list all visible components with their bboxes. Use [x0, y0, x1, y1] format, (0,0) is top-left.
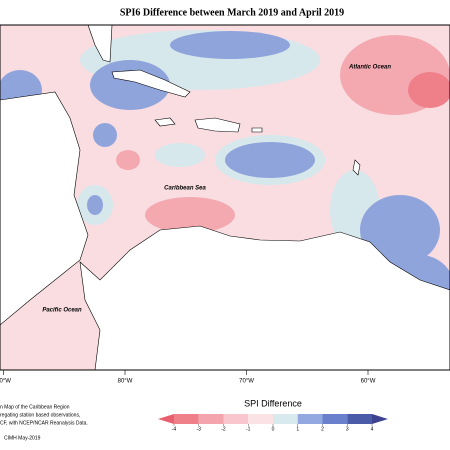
longitude-label: 90°W — [0, 379, 11, 385]
colorbar-tick-label: 3 — [346, 426, 349, 432]
colorbar-tick-label: 0 — [272, 426, 275, 432]
colorbar-arrow — [372, 414, 388, 424]
footnote-line: regating station based observations, — [0, 412, 80, 418]
footnote-line: CIMH May-2019 — [4, 435, 41, 441]
colorbar-tick-label: -1 — [246, 426, 251, 432]
colorbar-arrow — [158, 414, 174, 424]
ocean-label: Atlantic Ocean — [348, 65, 391, 71]
footnote-line: CF, with NCEP/NCAR Reanalysis Data. — [0, 420, 88, 426]
colorbar-tick-label: 2 — [321, 426, 324, 432]
colorbar-segment — [297, 414, 323, 424]
longitude-label: 70°W — [239, 379, 254, 385]
colorbar-segment — [198, 414, 224, 424]
colorbar-segment — [174, 414, 199, 424]
colorbar-tick-label: -4 — [172, 426, 177, 432]
colorbar: -4 -3 -2 -1 0 1 2 3 4 — [158, 414, 388, 432]
colorbar-segment — [322, 414, 348, 424]
map-area: Atlantic Ocean Caribbean Sea Pacific Oce… — [0, 24, 450, 371]
legend-title: SPI Difference — [244, 398, 302, 408]
colorbar-tick-label: -2 — [221, 426, 226, 432]
sea-label: Caribbean Sea — [164, 186, 206, 192]
longitude-axis: 90°W 80°W 70°W 60°W — [0, 370, 376, 385]
colorbar-tick-label: -3 — [197, 426, 202, 432]
map-title: SPI6 Difference between March 2019 and A… — [120, 7, 344, 18]
colorbar-tick-label: 1 — [296, 426, 299, 432]
colorbar-segment — [248, 414, 273, 424]
colorbar-tick-label: 4 — [371, 426, 374, 432]
longitude-label: 80°W — [118, 379, 133, 385]
colorbar-segment — [223, 414, 249, 424]
colorbar-segment — [347, 414, 372, 424]
longitude-label: 60°W — [361, 379, 376, 385]
footnote: n Map of the Caribbean Region regating s… — [0, 404, 88, 441]
colorbar-segment — [273, 414, 298, 424]
footnote-line: n Map of the Caribbean Region — [0, 404, 70, 410]
ocean-label: Pacific Ocean — [42, 308, 82, 314]
